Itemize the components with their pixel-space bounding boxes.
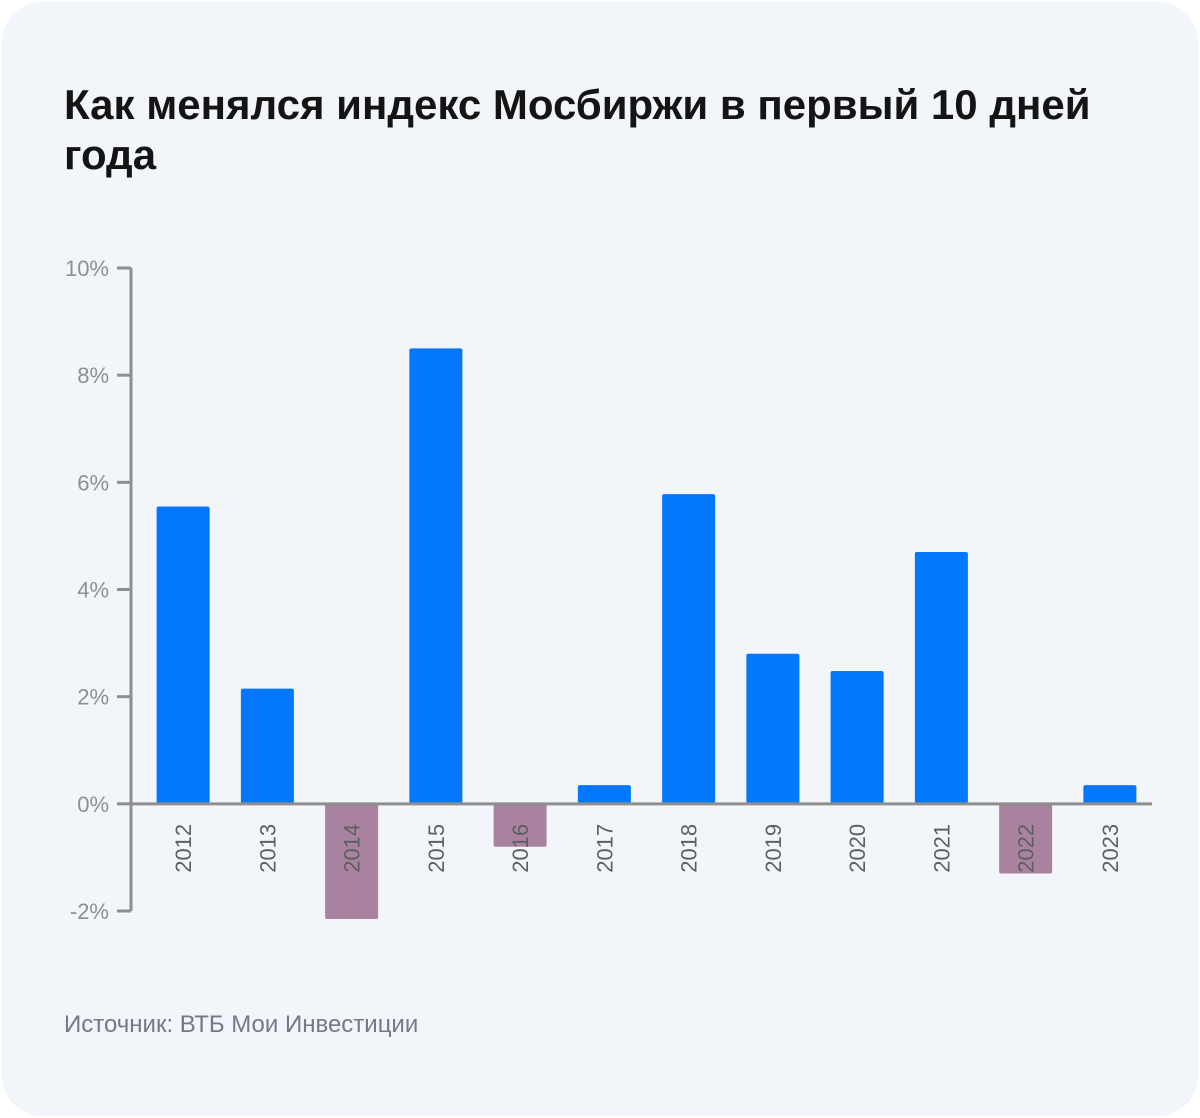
x-tick-label: 2020 bbox=[845, 824, 870, 873]
y-tick-label: 2% bbox=[77, 685, 109, 710]
x-tick-label: 2019 bbox=[761, 824, 786, 873]
x-tick-label: 2021 bbox=[929, 824, 954, 873]
bar-2023 bbox=[1083, 785, 1137, 804]
y-axis: -2% 0% 2% 4% 6% 8% 10% bbox=[65, 256, 133, 924]
x-tick-label: 2012 bbox=[171, 824, 196, 873]
x-axis: 2012 2013 2014 2015 2016 2017 2018 2019 2020 2021… bbox=[131, 802, 1152, 873]
bars bbox=[156, 348, 1137, 920]
source-note: Источник: ВТБ Мои Инвестиции bbox=[64, 1011, 419, 1038]
chart-title: Как менялся индекс Мосбиржи в первый 10 … bbox=[64, 81, 1091, 178]
y-tick-label: 4% bbox=[77, 578, 109, 603]
bar-2017 bbox=[577, 785, 631, 804]
bar-2022 bbox=[999, 803, 1053, 874]
bar-2019 bbox=[746, 653, 800, 804]
x-tick-label: 2016 bbox=[508, 824, 533, 873]
x-tick-label: 2017 bbox=[592, 824, 617, 873]
bar-2014 bbox=[325, 803, 379, 920]
y-tick-label: 8% bbox=[77, 363, 109, 388]
bar-2021 bbox=[914, 551, 968, 804]
bar-2018 bbox=[662, 494, 716, 804]
y-tick-label: 0% bbox=[77, 792, 109, 817]
x-tick-label: 2018 bbox=[677, 824, 702, 873]
bar-2013 bbox=[240, 688, 294, 804]
bar-2015 bbox=[409, 348, 463, 804]
y-tick-label: -2% bbox=[70, 899, 109, 924]
x-tick-label: 2015 bbox=[424, 824, 449, 873]
x-tick-label: 2023 bbox=[1098, 824, 1123, 873]
bar-2020 bbox=[830, 670, 884, 804]
bar-2016 bbox=[493, 803, 547, 847]
x-tick-label: 2013 bbox=[255, 824, 280, 873]
bar-2012 bbox=[156, 506, 210, 804]
x-tick-label: 2022 bbox=[1014, 824, 1039, 873]
y-tick-label: 6% bbox=[77, 470, 109, 495]
y-tick-label: 10% bbox=[65, 256, 109, 281]
x-tick-label: 2014 bbox=[340, 824, 365, 873]
